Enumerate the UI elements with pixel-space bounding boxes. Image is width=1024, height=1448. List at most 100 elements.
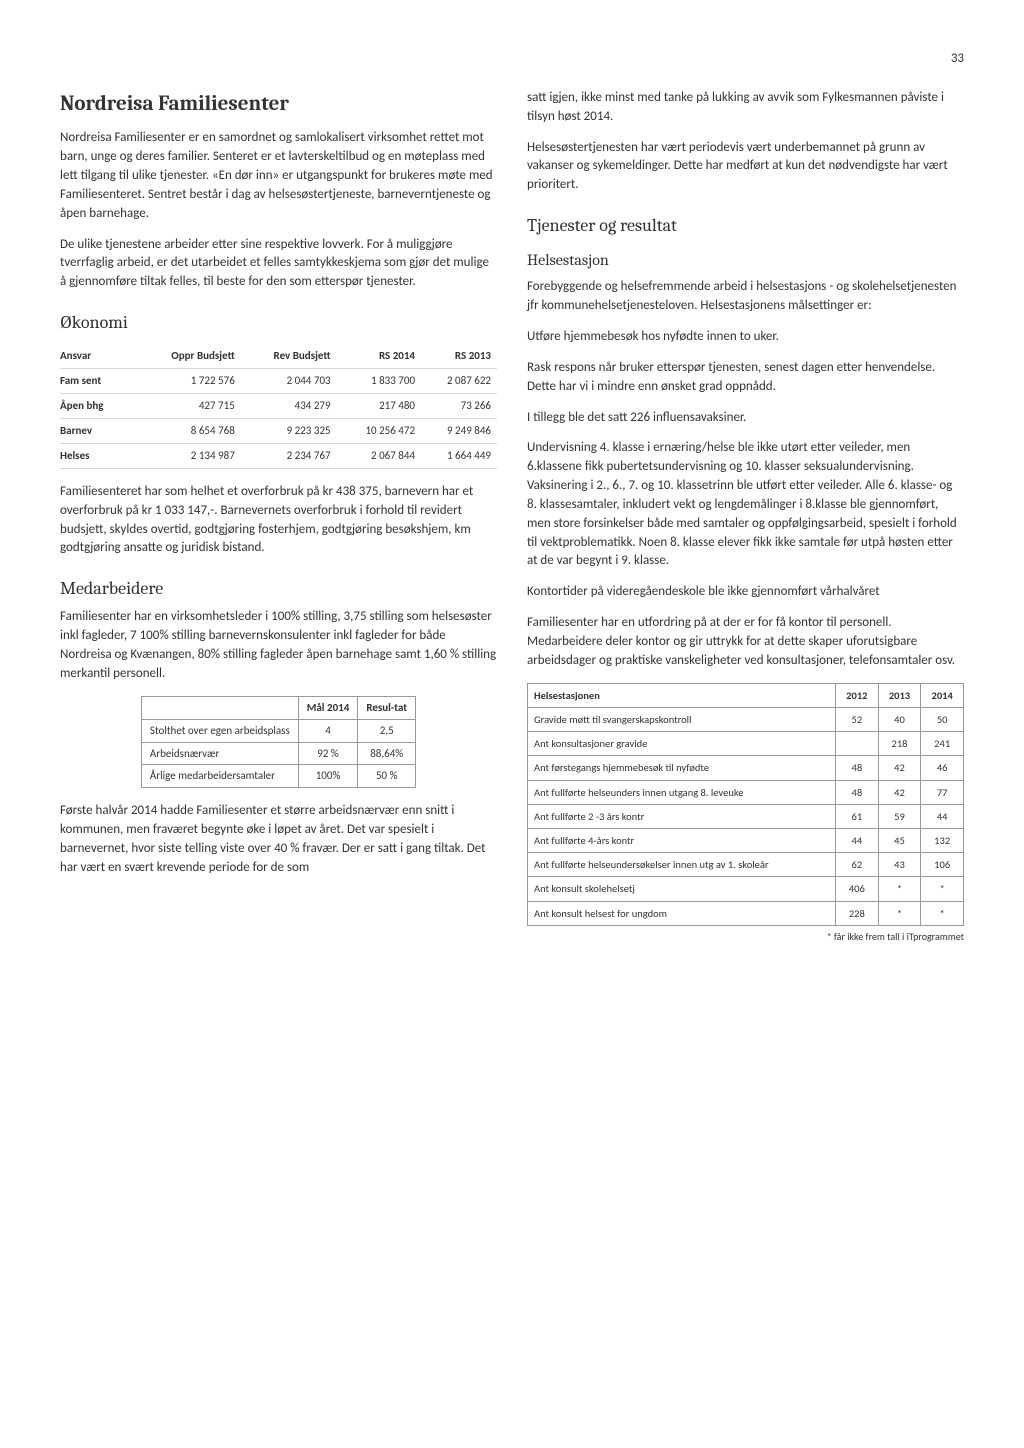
table-cell: Arbeidsnærvær — [141, 742, 298, 765]
page-title: Nordreisa Familiesenter — [60, 89, 497, 119]
hs-h0: Helsestasjonen — [528, 683, 836, 707]
table-cell: Stolthet over egen arbeidsplass — [141, 719, 298, 742]
table-cell: 1 722 576 — [135, 369, 241, 394]
table-row: Stolthet over egen arbeidsplass42,5 — [141, 719, 415, 742]
table-cell: 62 — [836, 853, 879, 877]
table-row: Barnev8 654 7689 223 32510 256 4729 249 … — [60, 418, 497, 443]
r-p8: Kontortider på videregåendeskole ble ikk… — [527, 583, 964, 602]
st-h0 — [141, 696, 298, 719]
table-cell: 43 — [878, 853, 921, 877]
table-cell: 427 715 — [135, 394, 241, 419]
staff-p: Familiesenter har en virksomhetsleder i … — [60, 608, 497, 683]
right-column: satt igjen, ikke minst med tanke på lukk… — [527, 89, 964, 945]
table-cell: 1 833 700 — [337, 369, 421, 394]
table-cell: 106 — [921, 853, 964, 877]
table-row: Ant fullførte helseundersøkelser innen u… — [528, 853, 964, 877]
table-row: Fam sent1 722 5762 044 7031 833 7002 087… — [60, 369, 497, 394]
table-cell: Ant fullførte helseunders innen utgang 8… — [528, 780, 836, 804]
r-p3: Forebyggende og helsefremmende arbeid i … — [527, 278, 964, 316]
table-cell: Ant fullførte 2 -3 års kontr — [528, 804, 836, 828]
table-cell: Ant fullførte 4-års kontr — [528, 829, 836, 853]
table-cell: 59 — [878, 804, 921, 828]
table-cell: * — [921, 877, 964, 901]
r-p9: Familiesenter har en utfordring på at de… — [527, 614, 964, 671]
intro-p1: Nordreisa Familiesenter er en samordnet … — [60, 129, 497, 223]
table-cell: 77 — [921, 780, 964, 804]
table-cell: Ant førstegangs hjemmebesøk til nyfødte — [528, 756, 836, 780]
table-row: Årlige medarbeidersamtaler100%50 % — [141, 765, 415, 788]
table-cell: * — [878, 901, 921, 925]
table-cell: Fam sent — [60, 369, 135, 394]
table-cell: 50 % — [358, 765, 416, 788]
table-cell — [836, 732, 879, 756]
table-cell: 42 — [878, 756, 921, 780]
table-row: Ant fullførte 4-års kontr4445132 — [528, 829, 964, 853]
econ-p: Familiesenteret har som helhet et overfo… — [60, 483, 497, 558]
table-cell: 10 256 472 — [337, 418, 421, 443]
table-cell: 132 — [921, 829, 964, 853]
table-cell: 88,64% — [358, 742, 416, 765]
economy-heading: Økonomi — [60, 310, 497, 336]
table-row: Gravide møtt til svangerskapskontroll524… — [528, 707, 964, 731]
hs-h3: 2014 — [921, 683, 964, 707]
econ-h1: Oppr Budsjett — [135, 344, 241, 368]
table-row: Ant konsult helsest for ungdom228** — [528, 901, 964, 925]
table-cell: 61 — [836, 804, 879, 828]
table-cell: 2 134 987 — [135, 443, 241, 468]
st-h1: Mål 2014 — [298, 696, 358, 719]
table-row: Arbeidsnærvær92 %88,64% — [141, 742, 415, 765]
r-p5: Rask respons når bruker etterspør tjenes… — [527, 359, 964, 397]
econ-h3: RS 2014 — [337, 344, 421, 368]
table-cell: 8 654 768 — [135, 418, 241, 443]
table-cell: 46 — [921, 756, 964, 780]
table-cell: 9 223 325 — [241, 418, 337, 443]
table-cell: 2 044 703 — [241, 369, 337, 394]
table-cell: Ant konsult helsest for ungdom — [528, 901, 836, 925]
table-cell: 218 — [878, 732, 921, 756]
table-row: Helses2 134 9872 234 7672 067 8441 664 4… — [60, 443, 497, 468]
table-row: Ant konsult skolehelsetj406** — [528, 877, 964, 901]
intro-p2: De ulike tjenestene arbeider etter sine … — [60, 236, 497, 293]
table-cell: 40 — [878, 707, 921, 731]
table-cell: 48 — [836, 780, 879, 804]
table-cell: 100% — [298, 765, 358, 788]
table-cell: 1 664 449 — [421, 443, 497, 468]
table-cell: Ant fullførte helseundersøkelser innen u… — [528, 853, 836, 877]
staff-heading: Medarbeidere — [60, 576, 497, 602]
table-cell: 241 — [921, 732, 964, 756]
table-cell: Ant konsult skolehelsetj — [528, 877, 836, 901]
health-station-heading: Helsestasjon — [527, 249, 964, 272]
table-row: Åpen bhg427 715434 279217 48073 266 — [60, 394, 497, 419]
two-column-layout: Nordreisa Familiesenter Nordreisa Famili… — [60, 89, 964, 945]
table-cell: 44 — [921, 804, 964, 828]
r-p6: I tillegg ble det satt 226 influensavaks… — [527, 409, 964, 428]
table-cell: 45 — [878, 829, 921, 853]
staff-p2: Første halvår 2014 hadde Familiesenter e… — [60, 802, 497, 877]
table-cell: 73 266 — [421, 394, 497, 419]
table-cell: Åpen bhg — [60, 394, 135, 419]
services-heading: Tjenester og resultat — [527, 213, 964, 239]
table-cell: 2 067 844 — [337, 443, 421, 468]
left-column: Nordreisa Familiesenter Nordreisa Famili… — [60, 89, 497, 945]
econ-h4: RS 2013 — [421, 344, 497, 368]
table-cell: 42 — [878, 780, 921, 804]
table-cell: 228 — [836, 901, 879, 925]
table-cell: Gravide møtt til svangerskapskontroll — [528, 707, 836, 731]
table-row: Ant fullførte 2 -3 års kontr615944 — [528, 804, 964, 828]
table-cell: Helses — [60, 443, 135, 468]
r-p1: satt igjen, ikke minst med tanke på lukk… — [527, 89, 964, 127]
table-cell: 44 — [836, 829, 879, 853]
table-row: Ant konsultasjoner gravide 218241 — [528, 732, 964, 756]
econ-h2: Rev Budsjett — [241, 344, 337, 368]
table-cell: * — [878, 877, 921, 901]
table-cell: 50 — [921, 707, 964, 731]
table-row: Ant fullførte helseunders innen utgang 8… — [528, 780, 964, 804]
table-cell: 434 279 — [241, 394, 337, 419]
table-cell: 4 — [298, 719, 358, 742]
hs-h2: 2013 — [878, 683, 921, 707]
table-cell: 2,5 — [358, 719, 416, 742]
table-cell: Ant konsultasjoner gravide — [528, 732, 836, 756]
hs-h1: 2012 — [836, 683, 879, 707]
footnote: * får ikke frem tall i iTprogrammet — [527, 930, 964, 945]
table-cell: 9 249 846 — [421, 418, 497, 443]
